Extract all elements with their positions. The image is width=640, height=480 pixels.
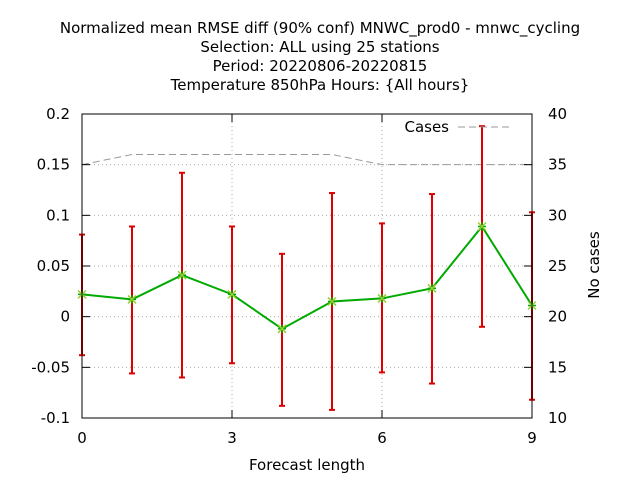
title-line: Normalized mean RMSE diff (90% conf) MNW… — [60, 19, 580, 38]
marker-stroke — [177, 270, 187, 280]
y-axis-ticks: -0.1 -0.05 0 0.05 0.1 0.15 0.2 — [31, 105, 532, 427]
y2-axis-ticks: 10 15 20 25 30 35 40 — [548, 105, 567, 427]
x-tick-label: 9 — [527, 429, 537, 447]
mean-series — [81, 224, 533, 330]
x-tick-label: 6 — [377, 429, 387, 447]
x-tick-label: 0 — [77, 429, 87, 447]
y2-tick-label: 25 — [548, 257, 567, 275]
legend-label-cases: Cases — [404, 118, 449, 136]
data-point — [377, 293, 387, 303]
y2-axis-label: No cases — [585, 231, 603, 299]
marker-stroke — [277, 324, 287, 334]
marker-stroke — [127, 294, 137, 304]
y-tick-label: -0.1 — [41, 409, 70, 427]
y2-tick-label: 30 — [548, 206, 567, 224]
x-tick-label: 3 — [227, 429, 237, 447]
x-axis-label: Forecast length — [249, 456, 365, 474]
y-tick-label: -0.05 — [31, 358, 70, 376]
title-line: Selection: ALL using 25 stations — [200, 38, 439, 56]
y-tick-label: 0.05 — [37, 257, 70, 275]
y2-tick-label: 10 — [548, 409, 567, 427]
mean-line — [81, 224, 533, 330]
data-point — [127, 294, 137, 304]
y-tick-label: 0 — [60, 308, 70, 326]
y2-tick-label: 15 — [548, 358, 567, 376]
chart-title: Normalized mean RMSE diff (90% conf) MNW… — [60, 19, 580, 94]
marker-stroke — [327, 296, 337, 306]
grid — [82, 114, 532, 418]
x-axis-ticks: 0 3 6 9 — [77, 114, 537, 447]
marker-stroke — [377, 293, 387, 303]
title-line: Period: 20220806-20220815 — [213, 57, 428, 75]
cases-series — [81, 154, 532, 166]
legend: Cases — [404, 118, 510, 136]
y-tick-label: 0.15 — [37, 156, 70, 174]
data-point — [327, 296, 337, 306]
y2-tick-label: 35 — [548, 156, 567, 174]
cases-line — [81, 154, 532, 166]
data-point — [477, 221, 487, 232]
y2-tick-label: 20 — [548, 308, 567, 326]
marker-stroke — [427, 283, 437, 293]
y-tick-label: 0.2 — [46, 105, 70, 123]
marker-stroke — [227, 289, 237, 299]
data-point — [177, 270, 187, 280]
marker-stroke — [477, 221, 487, 232]
y-tick-label: 0.1 — [46, 206, 70, 224]
data-point — [227, 289, 237, 299]
data-point — [427, 283, 437, 293]
title-line: Temperature 850hPa Hours: {All hours} — [170, 76, 470, 94]
y2-tick-label: 40 — [548, 105, 567, 123]
data-point — [277, 324, 287, 334]
